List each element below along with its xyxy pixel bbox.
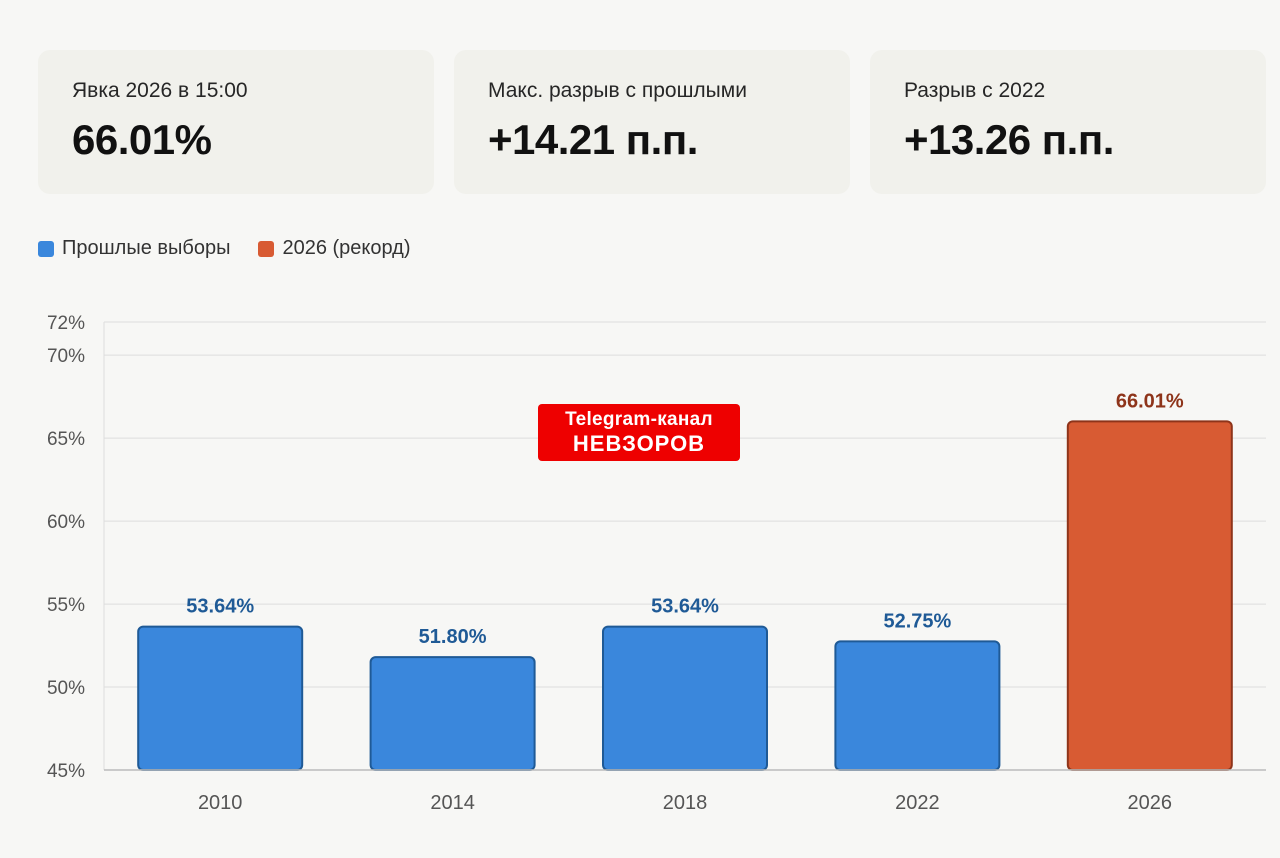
bar — [369, 656, 536, 771]
turnout-card: Явка 2026 в 15:00 66.01% — [38, 50, 434, 194]
turnout-value: 66.01% — [72, 116, 212, 163]
bar — [602, 625, 768, 772]
max-gap-card: Макс. разрыв с прошлыми +14.21 п.п. — [454, 50, 850, 194]
chart-legend: Прошлые выборы 2026 (рекорд) — [38, 237, 439, 260]
watermark-badge: Telegram-канал НЕВЗОРОВ — [538, 404, 740, 461]
watermark-line2: НЕВЗОРОВ — [572, 431, 706, 456]
turnout-label: Явка 2026 в 15:00 — [72, 79, 248, 102]
bar-value-label: 52.75% — [883, 610, 951, 632]
summary-cards: Явка 2026 в 15:00 66.01% Макс. разрыв с … — [38, 50, 1266, 194]
x-tick-label: 2010 — [198, 792, 243, 814]
gap-2022-card: Разрыв с 2022 +13.26 п.п. — [870, 50, 1266, 194]
legend-label-past: Прошлые выборы — [62, 237, 231, 259]
gap-2022-value: +13.26 п.п. — [904, 116, 1114, 163]
y-tick-label: 65% — [47, 429, 85, 450]
bar — [834, 640, 1001, 771]
legend-swatch-past — [38, 240, 54, 257]
legend-item-past: Прошлые выборы — [38, 237, 230, 260]
max-gap-label: Макс. разрыв с прошлыми — [488, 79, 747, 102]
y-tick-label: 72% — [47, 313, 85, 334]
bar-value-label: 53.64% — [651, 596, 719, 618]
x-tick-label: 2022 — [895, 792, 940, 814]
y-tick-label: 45% — [47, 761, 85, 782]
bar-value-label: 66.01% — [1116, 390, 1184, 412]
x-tick-label: 2014 — [430, 792, 475, 814]
watermark-line1: Telegram-канал — [565, 409, 713, 430]
y-tick-label: 60% — [47, 512, 85, 533]
max-gap-value: +14.21 п.п. — [488, 116, 698, 163]
legend-item-record: 2026 (рекорд) — [258, 237, 411, 260]
x-tick-label: 2018 — [663, 792, 708, 814]
legend-swatch-record — [258, 240, 275, 257]
bar-value-label: 53.64% — [186, 596, 254, 618]
y-tick-label: 50% — [47, 678, 85, 699]
y-tick-label: 70% — [47, 346, 85, 367]
bar — [1066, 420, 1233, 771]
gap-2022-label: Разрыв с 2022 — [904, 79, 1046, 102]
bar-value-label: 51.80% — [419, 626, 487, 648]
bar — [137, 625, 304, 772]
legend-label-record: 2026 (рекорд) — [282, 237, 411, 259]
y-tick-label: 55% — [47, 595, 85, 616]
x-tick-label: 2026 — [1128, 792, 1173, 814]
